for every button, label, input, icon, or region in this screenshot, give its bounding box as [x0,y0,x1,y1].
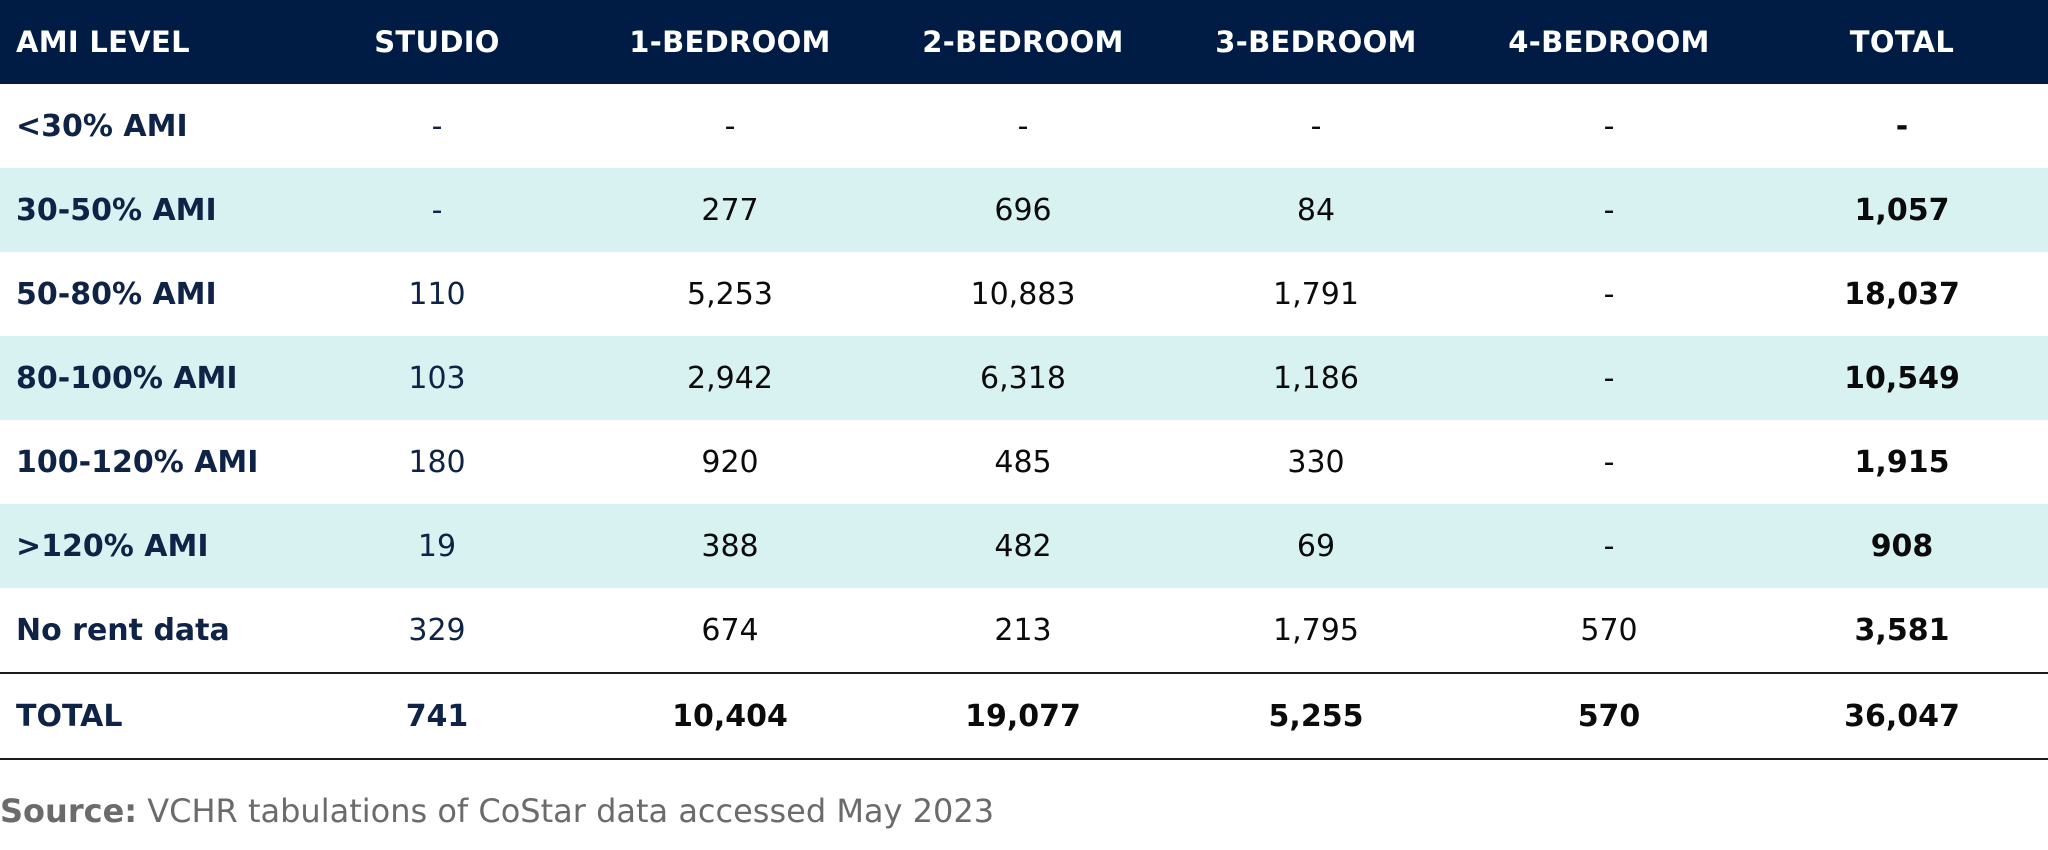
table-row: No rent data 329 674 213 1,795 570 3,581 [0,588,2048,673]
cell-studio: - [290,168,584,252]
cell-3-bedroom: 84 [1170,168,1462,252]
cell-4-bedroom: 570 [1580,612,1638,648]
total-2-bedroom: 19,077 [876,672,1170,760]
cell-3-bedroom: 1,791 [1273,276,1359,312]
table-body: <30% AMI - - - - - - 30-50% AMI - 277 69… [0,84,2048,673]
cell-1-bedroom: 5,253 [687,276,773,312]
cell-1-bedroom: 388 [584,504,876,588]
table-row: >120% AMI 19 388 482 69 - 908 [0,504,2048,588]
source-text: VCHR tabulations of CoStar data accessed… [137,792,995,830]
total-3-bedroom: 5,255 [1170,672,1462,760]
cell-2-bedroom: 213 [994,612,1052,648]
table-row: <30% AMI - - - - - - [0,84,2048,168]
cell-1-bedroom: 277 [584,168,876,252]
cell-1-bedroom: 920 [701,444,759,480]
cell-studio: 19 [290,504,584,588]
cell-4-bedroom: - [1462,168,1756,252]
table-row: 100-120% AMI 180 920 485 330 - 1,915 [0,420,2048,504]
cell-total: 3,581 [1854,612,1950,648]
cell-4-bedroom: - [1462,504,1756,588]
header-3-bedroom: 3-BEDROOM [1170,0,1462,84]
table-row: 80-100% AMI 103 2,942 6,318 1,186 - 10,5… [0,336,2048,420]
cell-4-bedroom: - [1603,108,1615,144]
table-header: AMI LEVEL STUDIO 1-BEDROOM 2-BEDROOM 3-B… [0,0,2048,84]
source-note: Source: VCHR tabulations of CoStar data … [0,792,994,830]
cell-3-bedroom: 69 [1170,504,1462,588]
ami-unit-table: AMI LEVEL STUDIO 1-BEDROOM 2-BEDROOM 3-B… [0,0,2048,760]
cell-3-bedroom: - [1310,108,1322,144]
cell-4-bedroom: - [1603,444,1615,480]
cell-4-bedroom: - [1603,276,1615,312]
source-label: Source: [0,792,138,830]
totals-label: TOTAL [0,672,290,760]
cell-studio: 103 [290,336,584,420]
cell-studio: 329 [408,612,466,648]
cell-2-bedroom: 6,318 [876,336,1170,420]
row-label: No rent data [16,612,230,648]
cell-2-bedroom: 10,883 [970,276,1076,312]
grand-total: 36,047 [1756,672,2048,760]
totals-row: TOTAL 741 10,404 19,077 5,255 570 36,047 [0,672,2048,760]
cell-1-bedroom: 2,942 [584,336,876,420]
table-row: 30-50% AMI - 277 696 84 - 1,057 [0,168,2048,252]
table-footer: TOTAL 741 10,404 19,077 5,255 570 36,047 [0,672,2048,760]
row-label: 80-100% AMI [0,336,290,420]
header-total: TOTAL [1756,0,2048,84]
cell-total: - [1895,108,1909,144]
cell-total: 908 [1756,504,2048,588]
header-1-bedroom: 1-BEDROOM [584,0,876,84]
row-label: 100-120% AMI [16,444,259,480]
cell-studio: 110 [408,276,466,312]
header-4-bedroom: 4-BEDROOM [1462,0,1756,84]
cell-total: 1,915 [1854,444,1950,480]
header-ami-level: AMI LEVEL [0,0,290,84]
total-studio: 741 [290,672,584,760]
row-label: 50-80% AMI [16,276,217,312]
table-row: 50-80% AMI 110 5,253 10,883 1,791 - 18,0… [0,252,2048,336]
cell-studio: 180 [408,444,466,480]
cell-2-bedroom: 696 [876,168,1170,252]
cell-1-bedroom: 674 [701,612,759,648]
cell-total: 18,037 [1844,276,1960,312]
cell-4-bedroom: - [1462,336,1756,420]
cell-2-bedroom: 485 [994,444,1052,480]
cell-2-bedroom: 482 [876,504,1170,588]
cell-studio: - [431,108,443,144]
cell-3-bedroom: 330 [1287,444,1345,480]
cell-2-bedroom: - [1017,108,1029,144]
header-row: AMI LEVEL STUDIO 1-BEDROOM 2-BEDROOM 3-B… [0,0,2048,84]
header-studio: STUDIO [290,0,584,84]
cell-1-bedroom: - [724,108,736,144]
cell-total: 10,549 [1756,336,2048,420]
row-label: 30-50% AMI [0,168,290,252]
cell-3-bedroom: 1,186 [1170,336,1462,420]
header-2-bedroom: 2-BEDROOM [876,0,1170,84]
row-label: >120% AMI [0,504,290,588]
cell-total: 1,057 [1756,168,2048,252]
row-label: <30% AMI [16,108,188,144]
cell-3-bedroom: 1,795 [1273,612,1359,648]
total-1-bedroom: 10,404 [584,672,876,760]
total-4-bedroom: 570 [1462,672,1756,760]
